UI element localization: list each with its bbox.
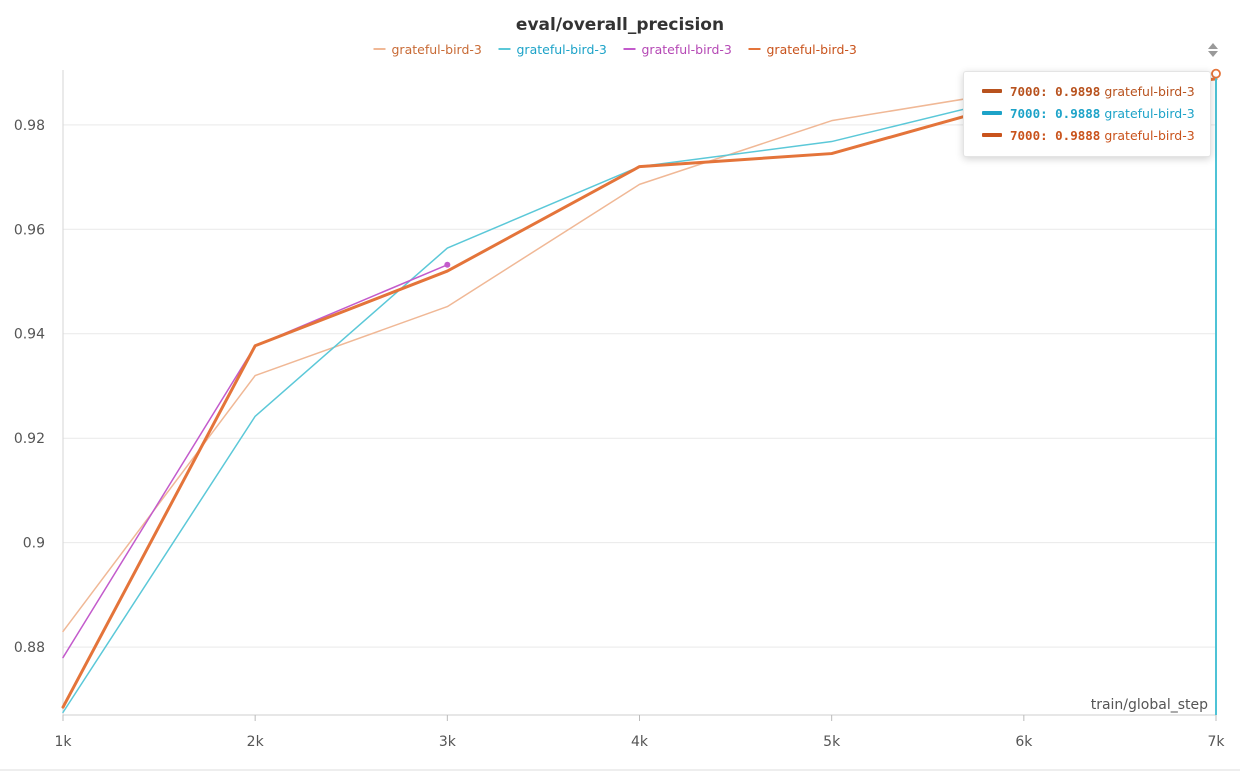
legend-label: grateful-bird-3	[767, 42, 857, 57]
series-line-0	[62, 72, 1217, 633]
y-tick-label: 0.92	[14, 431, 45, 447]
y-tick-label: 0.94	[14, 327, 45, 343]
y-tick-label: 0.98	[14, 118, 45, 134]
hover-tooltip: 7000: 0.9898 grateful-bird-3 7000: 0.9888 g…	[963, 71, 1211, 157]
x-tick-label: 1k	[54, 734, 72, 750]
x-axis-label: train/global_step	[1091, 697, 1208, 713]
chart-title: eval/overall_precision	[516, 15, 724, 35]
hover-marker	[1211, 68, 1221, 79]
tooltip-step-value: 7000: 0.9888	[1010, 127, 1101, 143]
legend-item-0[interactable]: grateful-bird-3	[373, 42, 482, 57]
legend-item-1[interactable]: grateful-bird-3	[498, 42, 607, 57]
tooltip-swatch	[982, 133, 1002, 137]
gridlines	[63, 124, 1216, 648]
y-tick-label: 0.96	[14, 222, 45, 238]
legend-item-2[interactable]: grateful-bird-3	[623, 42, 732, 57]
tooltip-row-1: 7000: 0.9888 grateful-bird-3	[982, 102, 1210, 124]
tooltip-run-name: grateful-bird-3	[1104, 83, 1195, 99]
series-group	[61, 72, 1218, 714]
x-tick-label: 7k	[1207, 734, 1225, 750]
tooltip-row-0: 7000: 0.9898 grateful-bird-3	[982, 80, 1210, 102]
x-tick-label: 6k	[1015, 734, 1033, 750]
x-tick-label: 4k	[631, 734, 649, 750]
y-tick-label: 0.88	[14, 640, 45, 656]
tooltip-swatch	[982, 89, 1002, 93]
legend-label: grateful-bird-3	[392, 42, 482, 57]
tooltip-run-name: grateful-bird-3	[1104, 127, 1195, 143]
series-line-3	[61, 77, 1218, 709]
y-tick-label: 0.9	[23, 536, 45, 552]
tooltip-row-2: 7000: 0.9888 grateful-bird-3	[982, 124, 1210, 146]
tooltip-step-value: 7000: 0.9888	[1010, 105, 1101, 121]
series-line-1	[62, 78, 1217, 714]
legend-label: grateful-bird-3	[517, 42, 607, 57]
tooltip-swatch	[982, 111, 1002, 115]
hover-indicator	[1211, 68, 1221, 715]
tooltip-run-name: grateful-bird-3	[1104, 105, 1195, 121]
legend-label: grateful-bird-3	[642, 42, 732, 57]
legend-item-3[interactable]: grateful-bird-3	[748, 42, 857, 57]
tick-labels: 1k 2k 3k 4k 5k 6k 7k 0.88 0.9 0.92 0.94 0.96 0.98	[14, 118, 1226, 750]
x-tick-label: 2k	[247, 734, 265, 750]
series-end-point-2	[444, 261, 451, 268]
x-tick-label: 5k	[823, 734, 841, 750]
x-tick-label: 3k	[439, 734, 457, 750]
legend: grateful-bird-3 grateful-bird-3 grateful-b…	[373, 42, 857, 57]
sort-updown-icon[interactable]	[1205, 41, 1221, 59]
tooltip-step-value: 7000: 0.9898	[1010, 83, 1101, 99]
